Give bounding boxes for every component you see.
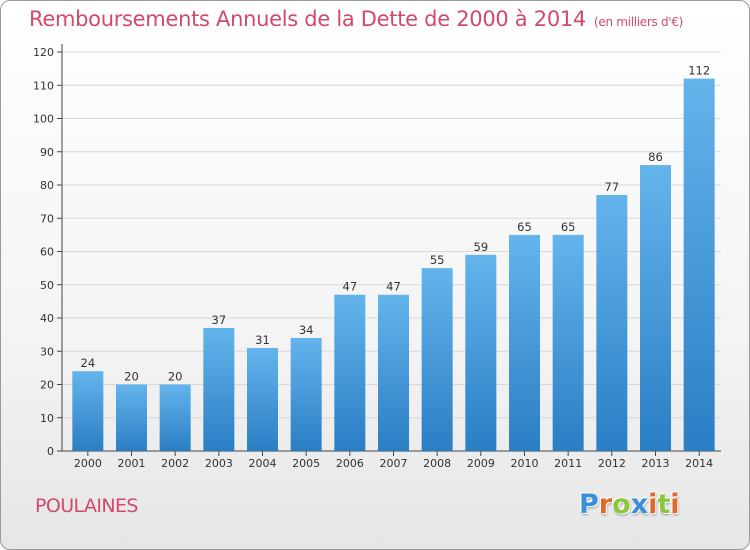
y-tick-label: 120 (33, 46, 54, 59)
logo-letter: o (612, 489, 631, 520)
data-label-2004: 31 (255, 333, 270, 347)
proxiti-logo: Proxiti (579, 489, 680, 520)
logo-letter: x (630, 489, 649, 520)
bars (72, 78, 715, 452)
bar-2008 (421, 268, 453, 451)
y-tick-label: 0 (47, 445, 54, 458)
x-tick-label-2002: 2002 (161, 457, 189, 470)
x-tick-label-2005: 2005 (292, 457, 320, 470)
x-tick-labels: 2000 2001 2002 2003 2004 2005 2006 2007 2008 2009… (74, 457, 713, 470)
x-tick-label-2000: 2000 (74, 457, 102, 470)
y-tick-label: 70 (40, 212, 54, 225)
data-label-2005: 34 (299, 323, 314, 337)
data-label-2007: 47 (386, 280, 401, 294)
x-tick-label-2007: 2007 (380, 457, 408, 470)
y-tick-label: 20 (40, 379, 54, 392)
bar-2004 (247, 347, 278, 451)
bar-chart: 0 10 20 30 40 50 60 70 80 90 100 110 120 24 20 20 37 31 3… (33, 44, 721, 470)
bar-2002 (159, 384, 191, 451)
y-tick-label: 100 (33, 113, 54, 126)
logo-letter: r (598, 489, 613, 520)
bar-2013 (640, 165, 671, 452)
bar-2000 (72, 371, 104, 451)
data-label-2006: 47 (343, 280, 358, 294)
y-tick-label: 110 (33, 79, 54, 92)
bar-2012 (596, 194, 628, 451)
x-tick-label-2006: 2006 (336, 457, 364, 470)
data-label-2003: 37 (212, 313, 227, 327)
bar-2007 (378, 294, 409, 451)
bar-2005 (290, 337, 322, 451)
data-label-2009: 59 (474, 240, 489, 254)
y-tick-label: 90 (40, 146, 54, 159)
y-tick-label: 80 (40, 179, 54, 192)
x-tick-label-2011: 2011 (554, 457, 582, 470)
bar-2011 (552, 234, 584, 451)
data-label-2013: 86 (648, 150, 663, 164)
x-tick-label-2003: 2003 (205, 457, 233, 470)
logo-letter: P (579, 489, 599, 520)
chart-title: Remboursements Annuels de la Dette de 20… (29, 7, 683, 31)
x-tick-label-2001: 2001 (118, 457, 146, 470)
logo-letter: i (648, 489, 658, 520)
data-label-2011: 65 (561, 220, 576, 234)
logo-letter: i (670, 489, 680, 520)
data-label-2012: 77 (605, 180, 620, 194)
data-labels: 24 20 20 37 31 34 47 47 55 59 65 65 77 86 112 (81, 64, 711, 384)
x-tick-label-2013: 2013 (642, 457, 670, 470)
data-label-2008: 55 (430, 253, 445, 267)
bar-2003 (203, 327, 235, 451)
data-label-2002: 20 (168, 370, 183, 384)
data-label-2014: 112 (688, 64, 710, 78)
bar-2001 (116, 384, 147, 451)
x-tick-label-2014: 2014 (685, 457, 713, 470)
logo-letter: t (657, 489, 671, 520)
data-label-2001: 20 (124, 370, 139, 384)
x-tick-label-2004: 2004 (249, 457, 277, 470)
x-tick-label-2012: 2012 (598, 457, 626, 470)
bar-2010 (509, 234, 540, 451)
y-tick-label: 10 (40, 412, 54, 425)
x-tick-label-2010: 2010 (511, 457, 539, 470)
y-tick-labels: 0 10 20 30 40 50 60 70 80 90 100 110 120 (33, 46, 54, 458)
bar-2014 (683, 78, 715, 451)
x-tick-label-2008: 2008 (423, 457, 451, 470)
commune-name: POULAINES (35, 495, 138, 517)
chart-subtitle: (en milliers d'€) (594, 15, 684, 29)
y-tick-label: 30 (40, 345, 54, 358)
data-label-2010: 65 (517, 220, 532, 234)
y-tick-label: 50 (40, 279, 54, 292)
y-tick-label: 60 (40, 246, 54, 259)
x-tick-label-2009: 2009 (467, 457, 495, 470)
data-label-2000: 24 (81, 356, 96, 370)
bar-2009 (465, 254, 497, 451)
bar-2006 (334, 294, 366, 451)
title-text: Remboursements Annuels de la Dette de 20… (29, 7, 586, 31)
y-tick-label: 40 (40, 312, 54, 325)
